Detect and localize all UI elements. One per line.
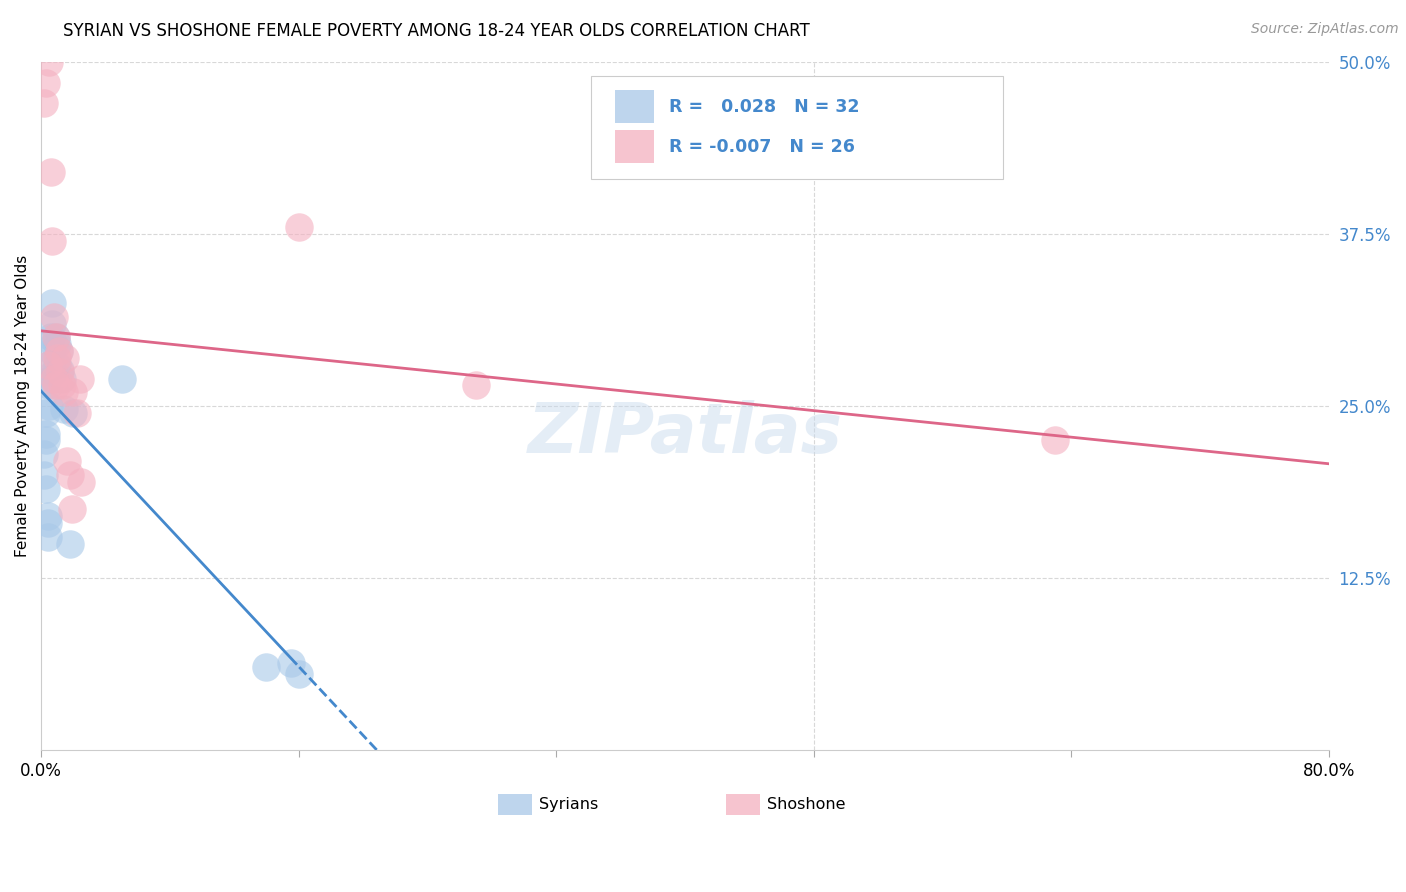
FancyBboxPatch shape bbox=[616, 130, 654, 163]
FancyBboxPatch shape bbox=[591, 76, 1002, 179]
Point bbox=[38, 378, 60, 392]
Text: R = -0.007   N = 26: R = -0.007 N = 26 bbox=[669, 137, 855, 156]
Point bbox=[39, 165, 62, 179]
Point bbox=[52, 401, 75, 416]
Point bbox=[62, 385, 84, 400]
Point bbox=[110, 371, 132, 385]
Point bbox=[38, 358, 60, 372]
Point bbox=[35, 426, 58, 441]
Point bbox=[65, 406, 87, 420]
Point bbox=[45, 330, 67, 344]
Point bbox=[42, 365, 65, 379]
Point bbox=[37, 530, 59, 544]
Point bbox=[42, 371, 65, 385]
Text: Syrians: Syrians bbox=[540, 797, 599, 812]
Point bbox=[1043, 434, 1066, 448]
Point bbox=[287, 667, 309, 681]
Point bbox=[287, 220, 309, 235]
Point bbox=[62, 406, 84, 420]
Point bbox=[46, 351, 69, 365]
Point bbox=[37, 509, 59, 524]
Point bbox=[42, 337, 65, 351]
Point bbox=[52, 385, 75, 400]
Point bbox=[38, 55, 60, 70]
Point bbox=[37, 358, 59, 372]
Point bbox=[42, 310, 65, 324]
Point bbox=[41, 317, 63, 331]
Text: Source: ZipAtlas.com: Source: ZipAtlas.com bbox=[1251, 22, 1399, 37]
Point bbox=[34, 96, 56, 111]
Point bbox=[51, 378, 73, 392]
Point bbox=[45, 378, 67, 392]
Text: ZIPatlas: ZIPatlas bbox=[527, 401, 842, 467]
Point bbox=[59, 536, 82, 550]
Point bbox=[60, 502, 83, 516]
Y-axis label: Female Poverty Among 18-24 Year Olds: Female Poverty Among 18-24 Year Olds bbox=[15, 255, 30, 558]
Point bbox=[35, 76, 58, 90]
Text: Shoshone: Shoshone bbox=[768, 797, 846, 812]
Point bbox=[34, 467, 56, 482]
Text: SYRIAN VS SHOSHONE FEMALE POVERTY AMONG 18-24 YEAR OLDS CORRELATION CHART: SYRIAN VS SHOSHONE FEMALE POVERTY AMONG … bbox=[63, 22, 810, 40]
Point bbox=[39, 330, 62, 344]
Point bbox=[41, 344, 63, 359]
Point bbox=[48, 344, 70, 359]
Point bbox=[41, 234, 63, 248]
Point bbox=[56, 454, 79, 468]
Point bbox=[69, 371, 91, 385]
Text: R =   0.028   N = 32: R = 0.028 N = 32 bbox=[669, 98, 860, 116]
Point bbox=[464, 378, 486, 392]
Point bbox=[37, 516, 59, 530]
Point bbox=[45, 330, 67, 344]
Point bbox=[280, 657, 302, 671]
Point bbox=[48, 344, 70, 359]
Point bbox=[49, 365, 72, 379]
FancyBboxPatch shape bbox=[616, 90, 654, 123]
Point bbox=[38, 399, 60, 413]
Point bbox=[46, 337, 69, 351]
FancyBboxPatch shape bbox=[725, 794, 759, 814]
Point bbox=[254, 660, 277, 674]
Point bbox=[35, 406, 58, 420]
Point bbox=[51, 371, 73, 385]
Point bbox=[34, 447, 56, 461]
Point bbox=[35, 482, 58, 496]
Point bbox=[35, 434, 58, 448]
Point bbox=[39, 371, 62, 385]
Point bbox=[46, 358, 69, 372]
Point bbox=[49, 363, 72, 377]
FancyBboxPatch shape bbox=[498, 794, 531, 814]
Point bbox=[59, 467, 82, 482]
Point bbox=[70, 475, 93, 489]
Point bbox=[41, 296, 63, 310]
Point bbox=[53, 351, 76, 365]
